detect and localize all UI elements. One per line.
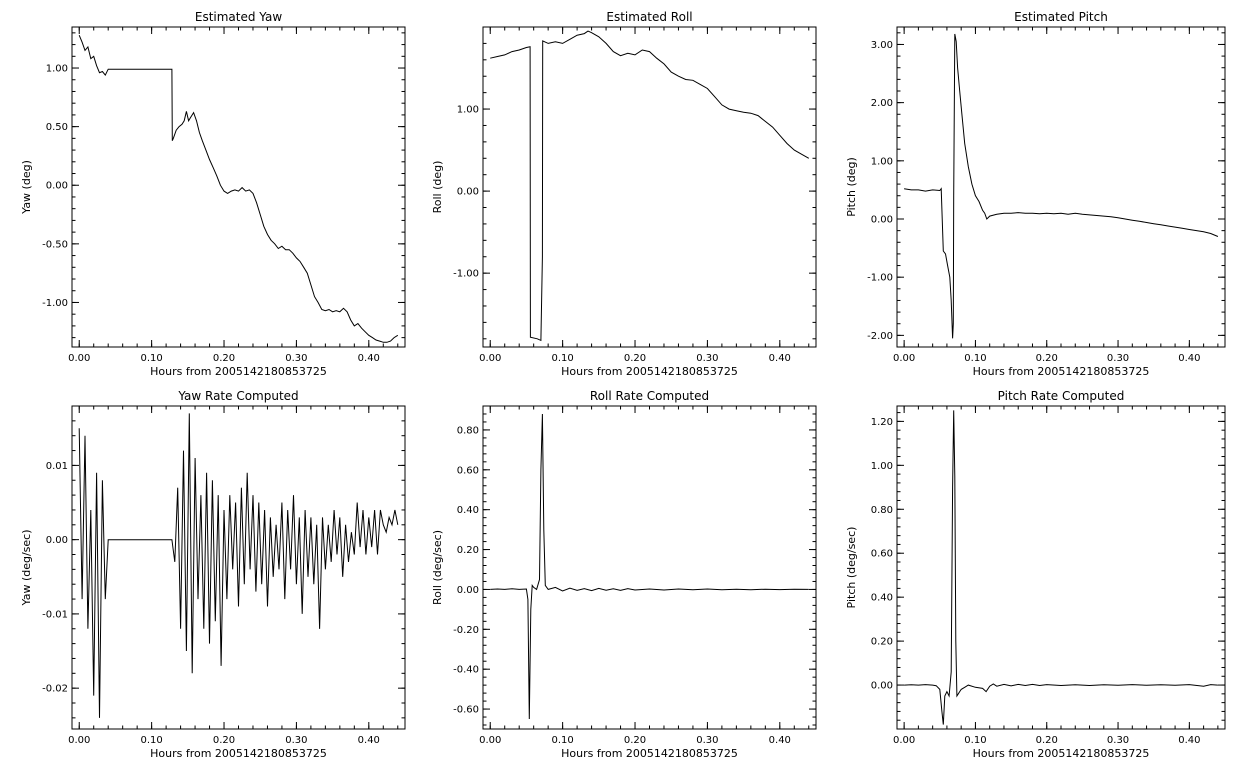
y-tick-label: 1.00 (871, 156, 893, 167)
panel-roll: 0.00 0.10 0.20 0.30 0.40 1.00 0.00 -1.00 Estimat… (431, 10, 817, 378)
y-tick-label: -0.40 (453, 665, 479, 676)
series-line-roll-rate (490, 413, 809, 720)
x-axis-label: Hours from 2005142180853725 (561, 365, 738, 378)
chart-title: Yaw Rate Computed (177, 389, 298, 403)
series-line-yaw-rate (78, 413, 399, 718)
x-tick-label: 0.00 (479, 353, 501, 364)
x-tick-label: 0.00 (479, 735, 501, 746)
y-tick-label: 0.00 (871, 215, 893, 226)
y-tick-label: 0.20 (457, 545, 479, 556)
x-tick-label: 0.20 (1036, 735, 1058, 746)
x-tick-label: 0.10 (964, 353, 986, 364)
x-tick-label: 0.10 (140, 735, 162, 746)
y-tick-label: -0.50 (42, 239, 68, 250)
y-tick-label: -0.02 (42, 684, 68, 695)
x-axis-label: Hours from 2005142180853725 (150, 747, 327, 760)
x-tick-label: 0.20 (624, 353, 646, 364)
y-tick-label: -2.00 (867, 331, 893, 342)
y-tick-label: 0.60 (457, 465, 479, 476)
series-line-yaw (78, 35, 399, 343)
y-tick-label: 0.00 (46, 181, 68, 192)
y-tick-label: 0.80 (871, 505, 893, 516)
panel-pitch: 0.00 0.10 0.20 0.30 0.40 3.00 2.00 1.00 0.00 -1.0… (845, 10, 1226, 378)
x-tick-label: 0.20 (213, 353, 235, 364)
x-tick-label: 0.40 (358, 735, 380, 746)
y-tick-label: 0.01 (46, 461, 68, 472)
y-axis-label: Yaw (deg) (20, 160, 33, 215)
x-tick-label: 0.10 (551, 353, 573, 364)
x-tick-label: 0.00 (893, 735, 915, 746)
series-line-pitch-rate (904, 410, 1218, 725)
panel-roll-rate: 0.00 0.10 0.20 0.30 0.40 0.80 0.60 0.40 0.20 0.00… (431, 389, 817, 760)
x-tick-label: 0.10 (964, 735, 986, 746)
y-tick-label: -0.20 (453, 625, 479, 636)
chart-title: Estimated Roll (606, 10, 692, 24)
y-axis-label: Roll (deg/sec) (431, 530, 444, 605)
x-tick-label: 0.10 (140, 353, 162, 364)
y-tick-label: 0.00 (871, 681, 893, 692)
y-tick-label: 1.00 (457, 105, 479, 116)
y-tick-label: 3.00 (871, 40, 893, 51)
x-tick-label: 0.00 (893, 353, 915, 364)
x-tick-label: 0.40 (1178, 353, 1200, 364)
x-axis-label: Hours from 2005142180853725 (150, 365, 327, 378)
chart-title: Roll Rate Computed (590, 389, 709, 403)
x-tick-label: 0.20 (213, 735, 235, 746)
x-axis-label: Hours from 2005142180853725 (561, 747, 738, 760)
x-tick-label: 0.30 (696, 735, 718, 746)
y-tick-label: 0.50 (46, 122, 68, 133)
y-tick-label: 0.40 (871, 593, 893, 604)
x-tick-label: 0.00 (68, 353, 90, 364)
y-tick-label: 0.00 (46, 535, 68, 546)
y-axis-label: Pitch (deg/sec) (845, 527, 858, 609)
x-tick-label: 0.10 (551, 735, 573, 746)
x-tick-label: 0.00 (68, 735, 90, 746)
x-axis-label: Hours from 2005142180853725 (973, 747, 1150, 760)
y-axis-label: Pitch (deg) (845, 157, 858, 217)
x-tick-label: 0.40 (358, 353, 380, 364)
y-tick-label: 2.00 (871, 98, 893, 109)
y-axis-label: Roll (deg) (431, 161, 444, 214)
y-tick-label: 1.20 (871, 417, 893, 428)
x-axis-label: Hours from 2005142180853725 (973, 365, 1150, 378)
x-tick-label: 0.30 (285, 735, 307, 746)
y-tick-label: 0.40 (457, 505, 479, 516)
y-tick-label: -1.00 (867, 273, 893, 284)
y-tick-label: 0.00 (457, 187, 479, 198)
y-tick-label: -0.60 (453, 705, 479, 716)
y-tick-label: 1.00 (46, 64, 68, 75)
x-tick-label: 0.30 (1107, 353, 1129, 364)
panel-yaw: 0.00 0.10 0.20 0.30 0.40 1.00 0.50 0.00 -0.50 -1.… (20, 10, 406, 378)
y-tick-label: 0.20 (871, 637, 893, 648)
x-tick-label: 0.30 (696, 353, 718, 364)
y-tick-label: 0.80 (457, 425, 479, 436)
series-line-pitch (904, 33, 1219, 339)
x-tick-label: 0.40 (1178, 735, 1200, 746)
x-tick-label: 0.20 (624, 735, 646, 746)
y-tick-label: 0.60 (871, 549, 893, 560)
panel-pitch-rate: 0.00 0.10 0.20 0.30 0.40 1.20 1.00 0.80 0.60 0.40… (845, 389, 1226, 760)
x-tick-label: 0.40 (769, 735, 791, 746)
y-tick-label: 1.00 (871, 461, 893, 472)
x-tick-label: 0.40 (769, 353, 791, 364)
chart-title: Estimated Pitch (1014, 10, 1108, 24)
panel-yaw-rate: 0.00 0.10 0.20 0.30 0.40 0.01 0.00 -0.01 -0.02 Ya… (20, 389, 406, 760)
y-tick-label: -1.00 (453, 269, 479, 280)
y-axis-label: Yaw (deg/sec) (20, 529, 33, 606)
chart-title: Pitch Rate Computed (998, 389, 1125, 403)
y-tick-label: -0.01 (42, 609, 68, 620)
y-tick-label: 0.00 (457, 585, 479, 596)
series-line-roll (490, 30, 810, 342)
y-tick-label: -1.00 (42, 298, 68, 309)
x-tick-label: 0.20 (1036, 353, 1058, 364)
x-tick-label: 0.30 (1107, 735, 1129, 746)
chart-title: Estimated Yaw (195, 10, 282, 24)
x-tick-label: 0.30 (285, 353, 307, 364)
